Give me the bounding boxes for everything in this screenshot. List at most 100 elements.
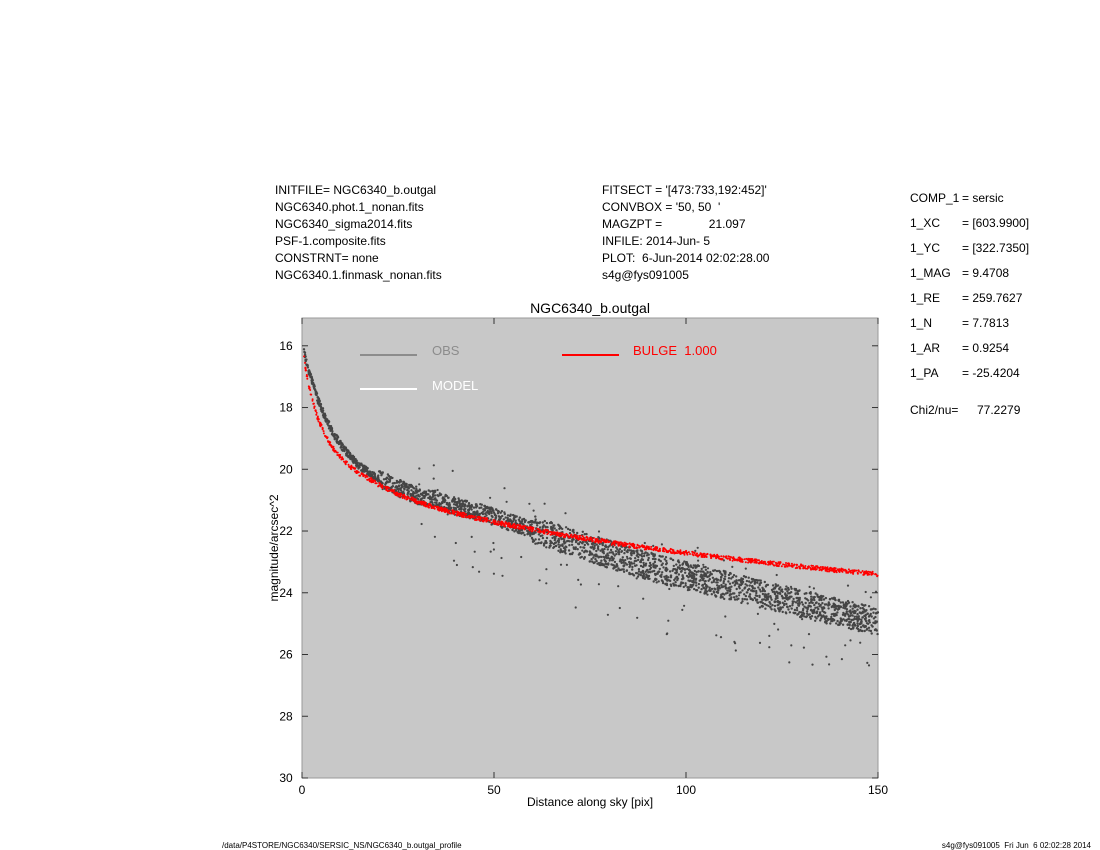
bulge-point: [428, 506, 430, 509]
obs-point: [839, 601, 842, 604]
obs-point: [554, 544, 558, 548]
obs-point: [511, 513, 515, 517]
obs-point: [633, 559, 636, 563]
obs-point: [579, 546, 582, 549]
obs-point: [820, 606, 823, 609]
bulge-point: [438, 509, 441, 512]
bulge-point: [594, 541, 597, 544]
obs-point: [829, 622, 832, 625]
bulge-point: [322, 432, 325, 435]
obs-point: [728, 598, 731, 601]
bulge-point: [602, 539, 605, 541]
obs-point: [420, 522, 423, 526]
bulge-point: [395, 491, 398, 494]
obs-point: [680, 569, 683, 573]
obs-point: [466, 512, 469, 515]
bulge-point: [802, 565, 805, 568]
bulge-point: [733, 559, 736, 562]
obs-point: [705, 590, 709, 593]
bulge-point: [763, 560, 766, 563]
obs-point: [314, 389, 317, 392]
obs-point: [639, 573, 643, 577]
bulge-point: [334, 450, 337, 453]
bulge-point: [605, 539, 608, 542]
bulge-point: [507, 522, 510, 524]
bulge-point: [650, 545, 653, 548]
obs-point: [805, 592, 808, 595]
bulge-point: [563, 533, 566, 536]
bulge-point: [453, 512, 456, 515]
obs-point: [457, 497, 460, 500]
obs-point: [534, 515, 537, 518]
obs-point: [735, 595, 738, 598]
bulge-point: [855, 569, 858, 572]
obs-point: [707, 579, 710, 582]
bulge-point: [607, 541, 610, 544]
obs-point: [828, 603, 831, 606]
bulge-point: [586, 537, 589, 540]
obs-point: [451, 469, 454, 472]
bulge-point: [791, 565, 794, 568]
bulge-point: [539, 529, 542, 532]
obs-point: [543, 502, 546, 505]
obs-point: [340, 444, 343, 447]
bulge-point: [725, 555, 728, 558]
obs-point: [710, 587, 714, 591]
bulge-point: [305, 375, 308, 378]
bulge-point: [815, 565, 818, 568]
bulge-point: [786, 562, 789, 565]
bulge-point: [616, 541, 618, 544]
obs-point: [307, 373, 311, 376]
obs-point: [788, 661, 791, 664]
bulge-point: [448, 512, 451, 515]
bulge-point: [331, 446, 334, 449]
obs-point: [862, 625, 865, 628]
obs-point: [850, 619, 853, 622]
obs-point: [590, 558, 593, 561]
obs-point: [668, 587, 671, 591]
obs-point: [566, 539, 569, 543]
obs-point: [602, 550, 605, 553]
obs-point: [805, 606, 808, 609]
bulge-point: [547, 532, 550, 535]
obs-point: [702, 563, 705, 566]
bulge-point: [517, 527, 520, 530]
obs-point: [836, 619, 839, 623]
obs-point: [740, 577, 743, 580]
obs-point: [735, 587, 738, 591]
param-label: 1_PA: [910, 366, 939, 380]
obs-point: [790, 591, 793, 594]
obs-point: [659, 555, 663, 558]
obs-point: [738, 591, 741, 594]
obs-point: [755, 594, 759, 598]
bulge-point: [585, 536, 588, 539]
header-middle-line: INFILE: 2014-Jun- 5: [602, 234, 711, 248]
legend-model-label: MODEL: [432, 378, 478, 393]
obs-point: [694, 549, 697, 553]
bulge-point: [387, 489, 390, 492]
chi2-value: 77.2279: [977, 403, 1021, 417]
bulge-point: [676, 552, 679, 555]
obs-point: [457, 505, 461, 508]
bulge-point: [864, 572, 867, 575]
obs-point: [683, 568, 687, 571]
obs-point: [527, 530, 530, 534]
obs-point: [512, 518, 516, 521]
bulge-point: [413, 500, 416, 503]
obs-point: [635, 564, 638, 567]
obs-point: [343, 446, 346, 449]
bulge-point: [683, 553, 686, 556]
bulge-point: [866, 572, 869, 575]
obs-point: [665, 559, 668, 563]
bulge-point: [522, 525, 525, 528]
obs-point: [513, 516, 517, 519]
bulge-point: [439, 509, 442, 512]
obs-point: [695, 584, 698, 587]
obs-point: [490, 507, 493, 510]
bulge-point: [785, 562, 787, 564]
obs-point: [860, 612, 863, 615]
obs-point: [690, 586, 693, 589]
obs-point: [360, 469, 363, 472]
obs-point: [303, 350, 306, 354]
obs-point: [574, 541, 578, 544]
